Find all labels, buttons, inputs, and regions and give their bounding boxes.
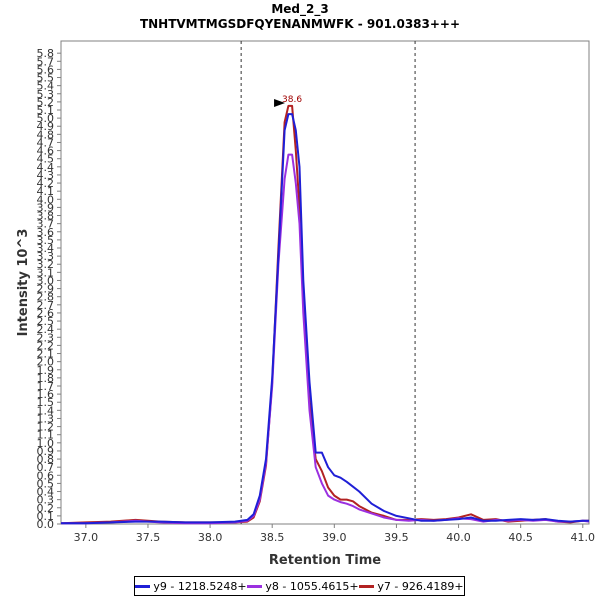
y-tick-label: 4.1: [37, 185, 55, 198]
y-tick-label: 1.3: [37, 412, 55, 425]
legend-swatch: [359, 584, 375, 588]
y-tick-label: 5.8: [37, 47, 55, 60]
y-tick-label: 0.4: [37, 486, 55, 499]
x-tick-label: 38.0: [198, 531, 223, 544]
y-tick-label: 4.0: [37, 193, 55, 206]
y-tick-label: 1.2: [37, 421, 55, 434]
x-tick-label: 40.0: [446, 531, 471, 544]
y-tick-label: 1.5: [37, 396, 55, 409]
legend-label: y8 - 1055.4615+: [265, 579, 359, 593]
legend-item: y7 - 926.4189+: [359, 579, 464, 593]
y-tick-label: 5.3: [37, 88, 55, 101]
y-tick-label: 3.0: [37, 274, 55, 287]
y-tick-label: 3.7: [37, 218, 55, 231]
y-tick-label: 0.9: [37, 445, 55, 458]
y-tick-label: 4.8: [37, 128, 55, 141]
y-tick-label: 5.1: [37, 104, 55, 117]
y-axis-label: Intensity 10^3: [16, 229, 31, 337]
y-tick-label: 2.6: [37, 307, 55, 320]
y-tick-label: 1.6: [37, 388, 55, 401]
peak-label: 38.6: [282, 95, 302, 105]
y-tick-label: 0.8: [37, 453, 55, 466]
y-tick-label: 1.7: [37, 380, 55, 393]
chart-legend: y9 - 1218.5248+ y8 - 1055.4615+ y7 - 926.4…: [134, 576, 465, 596]
legend-item: y8 - 1055.4615+: [247, 579, 359, 593]
legend-label: y7 - 926.4189+: [377, 579, 464, 593]
y-tick-label: 4.4: [37, 161, 55, 174]
x-tick-label: 39.0: [322, 531, 347, 544]
y-tick-label: 4.3: [37, 169, 55, 182]
plot-area: [60, 40, 590, 525]
y-tick-label: 3.5: [37, 234, 55, 247]
x-tick-label: 40.5: [508, 531, 533, 544]
y-tick-label: 5.5: [37, 72, 55, 85]
y-tick-label: 2.5: [37, 315, 55, 328]
y-tick-label: 1.9: [37, 364, 55, 377]
x-tick-label: 37.5: [136, 531, 161, 544]
series-line-1: [61, 113, 589, 525]
y-tick-label: 4.9: [37, 120, 55, 133]
y-tick-label: 3.6: [37, 226, 55, 239]
y-tick-label: 0.0: [37, 518, 55, 531]
y-tick-label: 3.9: [37, 201, 55, 214]
y-tick-label: 1.1: [37, 429, 55, 442]
peak-marker-icon: [274, 98, 286, 107]
y-tick-label: 0.2: [37, 502, 55, 515]
y-tick-label: 5.4: [37, 80, 55, 93]
y-tick-label: 4.2: [37, 177, 55, 190]
y-tick-label: 1.8: [37, 372, 55, 385]
legend-item: y9 - 1218.5248+: [135, 579, 247, 593]
y-tick-label: 5.7: [37, 55, 55, 68]
y-tick-label: 2.4: [37, 323, 55, 336]
y-tick-label: 1.4: [37, 404, 55, 417]
y-tick-label: 2.3: [37, 331, 55, 344]
x-tick-label: 41.0: [571, 531, 596, 544]
x-tick-label: 38.5: [260, 531, 285, 544]
y-tick-label: 3.1: [37, 266, 55, 279]
chart-subtitle: TNHTVMTMGSDFQYENANMWFK - 901.0383+++: [139, 17, 461, 31]
y-tick-label: 3.8: [37, 210, 55, 223]
legend-label: y9 - 1218.5248+: [153, 579, 247, 593]
y-tick-label: 1.0: [37, 437, 55, 450]
y-tick-label: 3.3: [37, 250, 55, 263]
y-tick-label: 2.1: [37, 348, 55, 361]
y-tick-label: 2.9: [37, 283, 55, 296]
x-axis-label: Retention Time: [269, 553, 381, 568]
y-tick-label: 2.8: [37, 291, 55, 304]
legend-swatch: [247, 584, 263, 588]
y-tick-label: 0.7: [37, 461, 55, 474]
chart-title: Med_2_3: [271, 2, 329, 16]
y-tick-label: 5.2: [37, 96, 55, 109]
y-tick-label: 2.2: [37, 339, 55, 352]
y-tick-label: 3.2: [37, 258, 55, 271]
y-tick-label: 2.7: [37, 299, 55, 312]
y-tick-label: 5.6: [37, 63, 55, 76]
y-tick-label: 5.0: [37, 112, 55, 125]
y-tick-label: 0.3: [37, 494, 55, 507]
y-tick-label: 4.7: [37, 136, 55, 149]
x-tick-label: 37.0: [74, 531, 99, 544]
legend-swatch: [135, 584, 151, 588]
y-tick-label: 0.1: [37, 510, 55, 523]
y-tick-label: 2.0: [37, 356, 55, 369]
y-tick-label: 4.6: [37, 145, 55, 158]
y-tick-label: 4.5: [37, 153, 55, 166]
y-tick-label: 3.4: [37, 242, 55, 255]
y-tick-label: 0.6: [37, 469, 55, 482]
x-tick-label: 39.5: [384, 531, 409, 544]
y-tick-label: 0.5: [37, 477, 55, 490]
